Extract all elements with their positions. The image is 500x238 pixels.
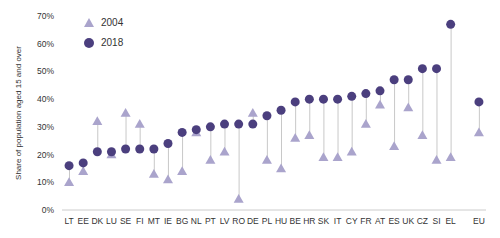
svg-text:IE: IE — [164, 216, 172, 226]
svg-text:50%: 50% — [37, 66, 54, 76]
svg-text:Share of population aged 15 an: Share of population aged 15 and over — [14, 46, 23, 180]
html-text:2004: 2004 — [101, 17, 124, 28]
svg-text:20%: 20% — [37, 150, 54, 160]
svg-text:BE: BE — [290, 216, 302, 226]
svg-text:EU: EU — [473, 216, 485, 226]
svg-text:CZ: CZ — [417, 216, 428, 226]
svg-text:PT: PT — [205, 216, 216, 226]
svg-text:BG: BG — [176, 216, 188, 226]
svg-text:SE: SE — [120, 216, 132, 226]
svg-text:LT: LT — [64, 216, 73, 226]
svg-text:RO: RO — [232, 216, 245, 226]
svg-text:DK: DK — [91, 216, 103, 226]
svg-text:40%: 40% — [37, 94, 54, 104]
html-text:2018: 2018 — [101, 37, 124, 48]
svg-text:SI: SI — [433, 216, 441, 226]
svg-text:CY: CY — [346, 216, 358, 226]
svg-text:FI: FI — [136, 216, 144, 226]
svg-text:70%: 70% — [37, 11, 54, 21]
svg-text:LV: LV — [220, 216, 230, 226]
svg-text:DE: DE — [247, 216, 259, 226]
svg-text:UK: UK — [402, 216, 414, 226]
svg-text:PL: PL — [262, 216, 273, 226]
svg-text:0%: 0% — [42, 205, 55, 215]
svg-text:30%: 30% — [37, 122, 54, 132]
svg-text:MT: MT — [148, 216, 160, 226]
svg-text:EL: EL — [445, 216, 456, 226]
svg-text:SK: SK — [318, 216, 330, 226]
svg-text:HU: HU — [275, 216, 287, 226]
svg-text:EE: EE — [78, 216, 90, 226]
svg-text:HR: HR — [303, 216, 315, 226]
svg-text:AT: AT — [375, 216, 385, 226]
svg-text:LU: LU — [106, 216, 117, 226]
svg-text:60%: 60% — [37, 39, 54, 49]
svg-text:NL: NL — [191, 216, 202, 226]
svg-text:ES: ES — [388, 216, 400, 226]
svg-text:IT: IT — [334, 216, 342, 226]
svg-text:10%: 10% — [37, 177, 54, 187]
svg-text:FR: FR — [360, 216, 371, 226]
